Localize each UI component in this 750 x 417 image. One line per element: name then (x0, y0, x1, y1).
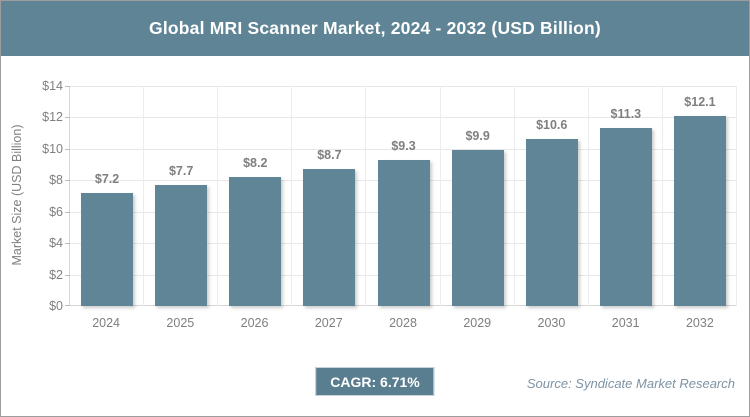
y-tick-label: $6 (49, 204, 63, 219)
chart-footer: CAGR: 6.71% Source: Syndicate Market Res… (1, 346, 749, 416)
chart-title: Global MRI Scanner Market, 2024 - 2032 (… (149, 18, 601, 38)
bar-2028 (377, 159, 430, 306)
bar-2031 (599, 128, 652, 306)
y-tick-label: $4 (49, 236, 63, 251)
bar-2024 (81, 192, 134, 306)
y-gridline (70, 86, 737, 87)
cagr-badge: CAGR: 6.71% (315, 367, 435, 396)
y-tick-label: $2 (49, 267, 63, 282)
x-gridline (439, 86, 441, 306)
x-tick-label: 2024 (92, 316, 121, 330)
x-tick-label: 2032 (685, 316, 714, 330)
x-axis-labels: 2024 2025 2026 2027 2028 2029 2030 2031 2032 (69, 314, 737, 334)
y-tick-mark (65, 117, 70, 119)
bar-value-label: $7.2 (94, 171, 120, 186)
y-tick-mark (65, 243, 70, 245)
bar-value-label: $7.7 (168, 164, 194, 178)
x-tick-label: 2031 (611, 316, 640, 330)
y-tick-label: $10 (42, 141, 63, 156)
bar-2026 (229, 177, 282, 306)
bar-value-label: $8.2 (243, 156, 268, 171)
x-gridline (143, 86, 145, 306)
chart-title-bar: Global MRI Scanner Market, 2024 - 2032 (… (1, 1, 749, 56)
bar-value-label: $9.3 (391, 138, 416, 153)
bar-2032 (673, 115, 726, 306)
bar-value-label: $11.3 (610, 107, 642, 122)
x-gridline (513, 86, 515, 306)
x-tick-label: 2030 (537, 316, 566, 330)
source-text: Source: Syndicate Market Research (526, 376, 735, 391)
y-tick-label: $12 (42, 110, 63, 125)
y-tick-label: $8 (49, 173, 63, 188)
bar-value-label: $10.6 (536, 118, 568, 133)
x-gridline (736, 86, 737, 306)
bar-value-label: $8.7 (317, 148, 342, 163)
y-tick-mark (65, 86, 70, 87)
bar-2025 (155, 185, 208, 306)
x-gridline (661, 86, 663, 306)
y-tick-label: $14 (42, 79, 63, 93)
y-tick-mark (65, 211, 70, 213)
bar-2027 (303, 169, 356, 306)
y-tick-mark (65, 305, 70, 306)
bar-value-label: $12.1 (684, 94, 716, 109)
y-tick-label: $0 (49, 299, 63, 313)
y-tick-mark (65, 274, 70, 276)
bar-2029 (451, 150, 504, 306)
x-gridline (587, 86, 589, 306)
x-tick-label: 2026 (240, 316, 269, 330)
plot-area: $7.2 $7.7 $8.2 $8.7 $9.3 $9.9 $10.6 $11.3 $12.1 (65, 86, 737, 306)
chart-area: Market Size (USD Billion) $0 $2 $4 $6 $8 $10 $… (1, 56, 749, 346)
y-tick-mark (65, 148, 70, 150)
x-gridline (291, 86, 293, 306)
bar-2030 (525, 139, 578, 306)
x-gridline (217, 86, 219, 306)
x-tick-label: 2027 (314, 316, 343, 330)
y-gridline (70, 148, 737, 150)
bar-value-label: $9.9 (465, 129, 490, 144)
x-tick-label: 2025 (166, 316, 195, 330)
x-tick-label: 2029 (463, 316, 492, 330)
y-axis-tick-labels: $0 $2 $4 $6 $8 $10 $12 $14 (1, 79, 63, 313)
y-gridline (70, 117, 737, 119)
y-tick-mark (65, 180, 70, 182)
x-tick-label: 2028 (389, 316, 417, 330)
x-gridline (365, 86, 367, 306)
